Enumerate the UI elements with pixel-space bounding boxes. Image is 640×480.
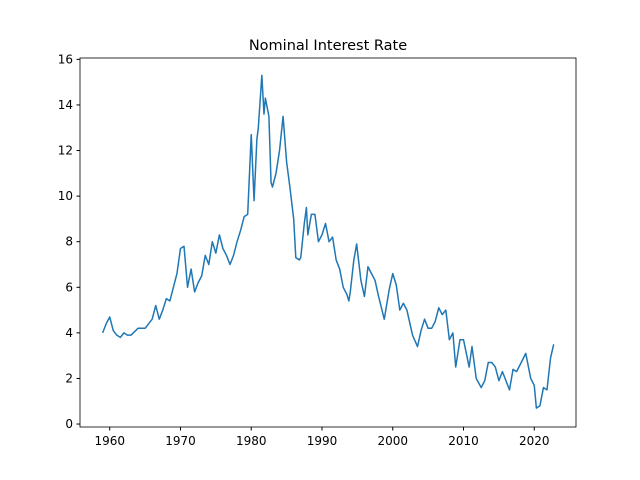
x-tick-label: 1960 <box>94 434 125 448</box>
y-tick-label: 10 <box>58 189 73 203</box>
y-tick-label: 8 <box>65 235 73 249</box>
y-tick-label: 12 <box>58 144 73 158</box>
y-tick-label: 4 <box>65 326 73 340</box>
y-tick-label: 2 <box>65 371 73 385</box>
chart-title: Nominal Interest Rate <box>249 38 407 54</box>
y-tick-label: 6 <box>65 280 73 294</box>
y-tick-label: 14 <box>58 98 73 112</box>
x-tick-label: 2020 <box>519 434 550 448</box>
axes-frame <box>79 57 577 428</box>
line <box>101 74 555 409</box>
x-tick-label: 2000 <box>377 434 408 448</box>
x-tick-label: 2010 <box>448 434 479 448</box>
x-tick-label: 1990 <box>307 434 338 448</box>
y-tick-label: 16 <box>58 52 73 66</box>
y-tick-label: 0 <box>65 417 73 431</box>
x-tick-label: 1970 <box>165 434 196 448</box>
x-tick-label: 1980 <box>236 434 267 448</box>
